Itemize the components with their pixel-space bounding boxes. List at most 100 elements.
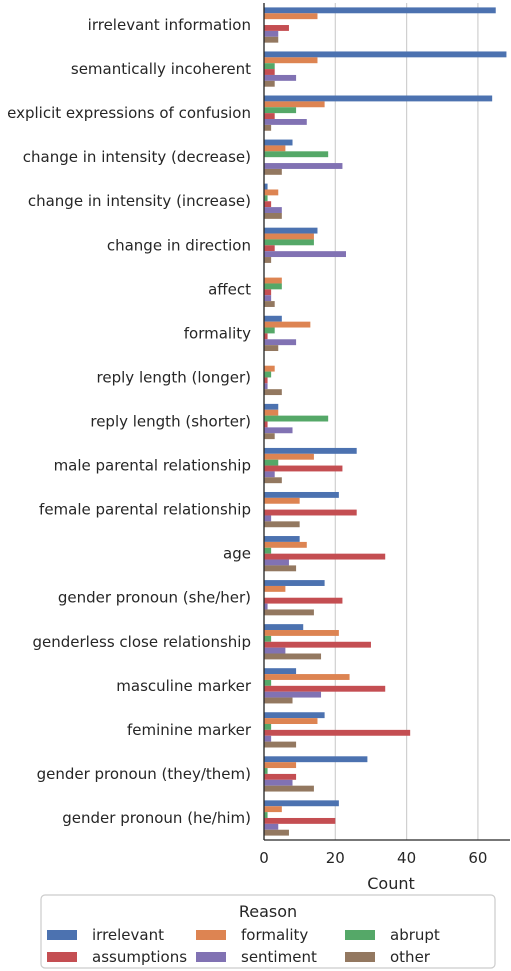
bar-abrupt (264, 459, 279, 466)
bar-formality (264, 13, 318, 20)
bar-abrupt (264, 415, 329, 422)
bar-sentiment (264, 471, 275, 478)
legend-label-sentiment: sentiment (241, 948, 317, 966)
bar-abrupt (264, 63, 275, 70)
legend-label-other: other (390, 948, 431, 966)
bar-other (264, 609, 314, 616)
bar-other (264, 212, 282, 219)
bar-irrelevant (264, 183, 268, 190)
category-label: reply length (shorter) (90, 413, 251, 431)
bar-other (264, 565, 297, 572)
bar-other (264, 345, 279, 352)
legend-swatch-assumptions (47, 952, 77, 962)
category-label: formality (184, 324, 251, 342)
bar-formality (264, 277, 282, 284)
legend-title: Reason (239, 902, 297, 921)
category-label: irrelevant information (88, 16, 251, 34)
bar-assumptions (264, 113, 275, 120)
bar-other (264, 36, 279, 43)
x-tick-label: 0 (259, 849, 269, 867)
bar-formality (264, 762, 297, 769)
category-label: gender pronoun (she/her) (58, 589, 251, 607)
bar-assumptions (264, 245, 275, 252)
category-label: gender pronoun (they/them) (37, 765, 251, 783)
bar-assumptions (264, 773, 297, 780)
x-axis-label: Count (367, 874, 415, 893)
category-label: change in direction (107, 236, 251, 254)
bar-sentiment (264, 30, 279, 37)
bar-sentiment (264, 251, 346, 258)
bar-other (264, 433, 275, 440)
bar-assumptions (264, 641, 371, 648)
bar-sentiment (264, 603, 268, 610)
bar-assumptions (264, 421, 268, 428)
x-tick-labels: 0 20 40 60 (259, 849, 487, 867)
bar-assumptions (264, 509, 357, 516)
bar-irrelevant (264, 624, 304, 631)
category-label: male parental relationship (54, 457, 251, 475)
legend-label-abrupt: abrupt (390, 926, 440, 944)
x-tick-label: 60 (468, 849, 487, 867)
bar-formality (264, 806, 282, 813)
bar-assumptions (264, 597, 343, 604)
legend-frame (40, 894, 496, 969)
bar-other (264, 124, 272, 131)
bar-sentiment (264, 207, 282, 213)
bar-irrelevant (264, 536, 300, 542)
bar-sentiment (264, 647, 286, 654)
bar-irrelevant (264, 403, 279, 410)
bar-formality (264, 674, 350, 680)
bar-formality (264, 497, 300, 504)
bar-abrupt (264, 283, 282, 290)
bar-assumptions (264, 201, 272, 208)
bar-other (264, 477, 282, 484)
bar-formality (264, 718, 318, 724)
bar-assumptions (264, 553, 386, 560)
bar-sentiment (264, 295, 272, 302)
category-labels: irrelevant information semantically incoh… (7, 16, 252, 827)
bar-sentiment (264, 691, 322, 698)
legend-swatch-irrelevant (47, 930, 77, 940)
legend-swatch-other (345, 952, 375, 962)
bars (264, 7, 507, 836)
bar-other (264, 653, 322, 660)
category-label: feminine marker (127, 721, 252, 739)
bar-abrupt (264, 107, 297, 114)
bar-irrelevant (264, 580, 325, 586)
legend-label-formality: formality (241, 926, 308, 944)
bar-irrelevant (264, 668, 297, 675)
bar-formality (264, 57, 318, 64)
bar-sentiment (264, 559, 289, 566)
bar-sentiment (264, 163, 343, 169)
bar-sentiment (264, 515, 272, 522)
bar-assumptions (264, 289, 272, 296)
bar-other (264, 521, 300, 528)
bar-abrupt (264, 195, 268, 202)
bar-abrupt (264, 239, 314, 246)
bar-assumptions (264, 25, 289, 31)
bar-assumptions (264, 465, 343, 472)
bar-formality (264, 365, 275, 372)
bar-formality (264, 189, 279, 196)
bar-formality (264, 585, 286, 592)
bar-assumptions (264, 377, 268, 384)
x-tick-label: 40 (397, 849, 416, 867)
bar-sentiment (264, 427, 293, 434)
bar-irrelevant (264, 139, 293, 146)
bar-formality (264, 453, 314, 460)
bar-other (264, 829, 289, 836)
bar-abrupt (264, 679, 272, 686)
category-label: gender pronoun (he/him) (62, 809, 251, 827)
legend-label-irrelevant: irrelevant (92, 926, 164, 944)
category-label: change in intensity (decrease) (23, 148, 251, 166)
legend-swatch-formality (196, 930, 226, 940)
bar-sentiment (264, 74, 297, 81)
category-label: change in intensity (increase) (28, 192, 251, 210)
bar-abrupt (264, 547, 272, 554)
bar-formality (264, 630, 339, 636)
bar-irrelevant (264, 227, 318, 234)
bar-formality (264, 409, 279, 416)
legend-swatch-sentiment (196, 952, 226, 962)
category-label: affect (208, 280, 251, 298)
